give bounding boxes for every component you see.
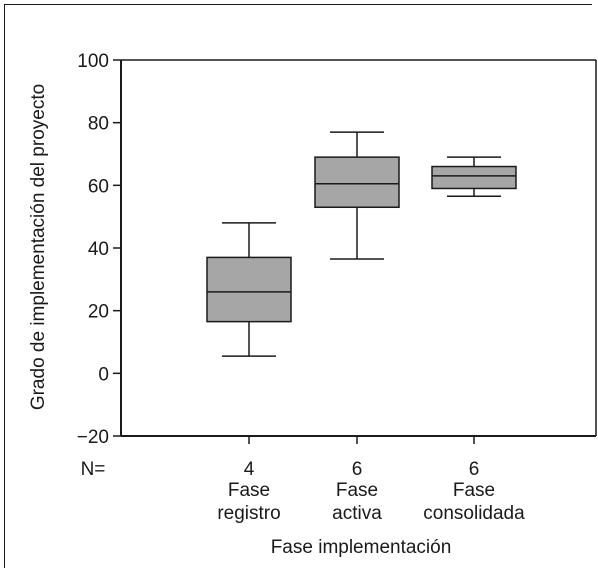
- y-tick-label: 40: [88, 239, 109, 260]
- category-label-line2: consolidada: [423, 503, 525, 524]
- y-tick-label: 20: [88, 302, 109, 323]
- category-n-value: 6: [352, 459, 363, 480]
- y-tick-label: −20: [77, 427, 109, 448]
- y-tick-label: 0: [98, 364, 109, 385]
- figure-frame: [4, 4, 592, 568]
- n-label: N=: [81, 459, 106, 480]
- y-tick-label: 100: [77, 51, 109, 72]
- y-axis-title: Grado de implementación del proyecto: [28, 84, 49, 410]
- category-label-line1: Fase: [336, 480, 378, 501]
- box-iqr: [431, 165, 517, 190]
- box-iqr: [314, 156, 400, 209]
- category-label-line1: Fase: [453, 480, 495, 501]
- y-tick-label: 80: [88, 114, 109, 135]
- category-label-line1: Fase: [228, 480, 270, 501]
- box-iqr: [206, 256, 292, 323]
- y-tick-label: 60: [88, 176, 109, 197]
- x-axis-title: Fase implementación: [271, 537, 452, 558]
- category-n-value: 6: [469, 459, 480, 480]
- category-label-line2: registro: [217, 503, 280, 524]
- category-n-value: 4: [244, 459, 255, 480]
- category-label-line2: activa: [332, 503, 382, 524]
